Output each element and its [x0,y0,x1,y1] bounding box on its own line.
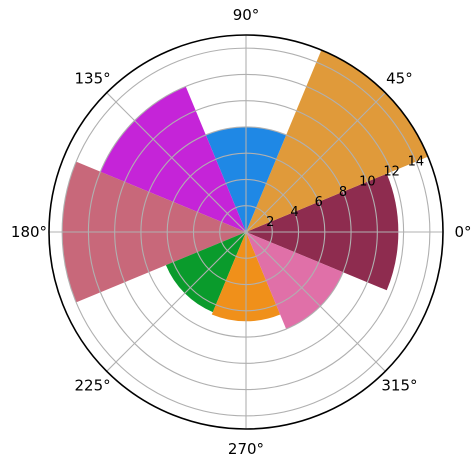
r-tick-label-8: 8 [339,185,347,200]
theta-tick-label-45: 45° [386,70,413,88]
angular-tick-labels: 0° 45° 90° 135° 180° 225° 270° 315° [11,6,472,458]
grid-layer [49,35,443,429]
grid-spoke-315 [245,231,386,372]
r-tick-label-2: 2 [266,215,274,230]
grid-spoke-225 [106,231,247,372]
r-tick-label-6: 6 [315,195,323,210]
theta-tick-label-270: 270° [228,440,264,458]
theta-tick-label-180: 180° [11,223,47,241]
r-tick-label-4: 4 [290,205,298,220]
theta-tick-label-315: 315° [381,376,417,394]
grid-spoke-135 [106,92,247,233]
r-tick-label-12: 12 [383,165,400,180]
grid-spoke-45 [245,92,386,233]
r-tick-label-10: 10 [359,175,376,190]
radial-tick-labels: 2 4 6 8 10 12 14 [266,155,424,230]
theta-tick-label-225: 225° [74,376,110,394]
theta-tick-label-0: 0° [454,223,471,241]
theta-tick-label-90: 90° [233,6,260,24]
r-tick-label-14: 14 [408,155,425,170]
theta-tick-label-135: 135° [74,70,110,88]
outer-frame [48,34,444,430]
